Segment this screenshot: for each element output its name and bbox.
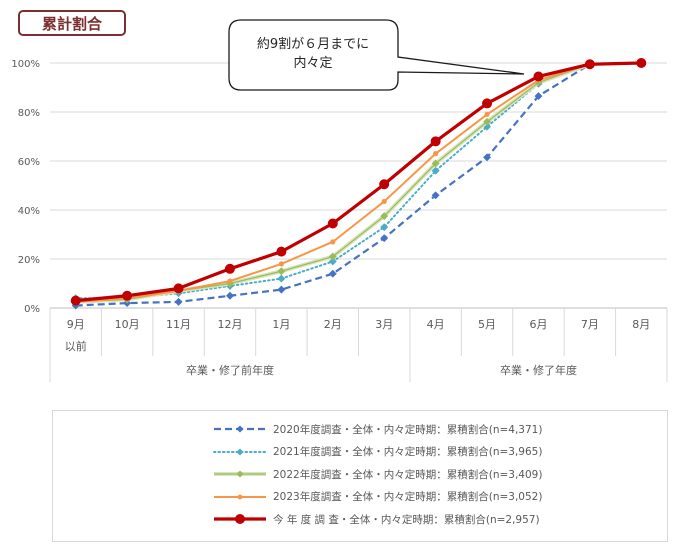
- data-point-marker: [70, 295, 81, 306]
- data-point-marker: [584, 59, 595, 70]
- x-tick-label: 2月: [324, 318, 342, 331]
- y-tick-label: 80%: [18, 108, 40, 119]
- legend-label: 2022年度調査・全体・内々定時期：累積割合(n=3,409): [273, 468, 543, 481]
- x-tick-label: 10月: [115, 318, 140, 331]
- legend-item: 今 年 度 調 査・全体・内々定時期：累積割合(n=2,957): [213, 511, 540, 527]
- data-point-marker: [431, 166, 440, 175]
- y-tick-label: 60%: [18, 157, 40, 168]
- callout-text: 内々定: [293, 55, 332, 71]
- x-tick-label: 9月: [67, 318, 85, 331]
- data-point-marker: [431, 191, 440, 200]
- data-point-marker: [122, 290, 133, 301]
- data-point-marker: [278, 261, 284, 267]
- x-tick-label: 7月: [581, 318, 599, 331]
- x-tick-label: 1月: [272, 318, 290, 331]
- data-point-marker: [328, 269, 337, 278]
- data-point-marker: [328, 252, 337, 261]
- data-point-marker: [224, 263, 235, 274]
- legend-label: 2020年度調査・全体・内々定時期：累積割合(n=4,371): [273, 423, 543, 436]
- data-point-marker: [277, 274, 286, 283]
- legend-swatch-icon: [214, 470, 266, 478]
- data-point-marker: [379, 179, 390, 190]
- data-point-marker: [433, 151, 439, 157]
- y-tick-label: 40%: [18, 206, 40, 217]
- x-tick-label: 4月: [427, 318, 445, 331]
- data-point-marker: [636, 58, 647, 68]
- y-tick-label: 20%: [18, 255, 40, 266]
- legend-label: 2021年度調査・全体・内々定時期：累積割合(n=3,965): [273, 446, 543, 458]
- data-point-marker: [431, 159, 440, 168]
- data-point-marker: [225, 291, 234, 300]
- data-point-marker: [276, 246, 287, 257]
- x-tick-label: 8月: [632, 318, 650, 331]
- y-tick-label: 0%: [24, 304, 40, 315]
- chart-title-badge: 累計割合: [18, 10, 126, 36]
- data-point-marker: [430, 136, 441, 147]
- x-group-label: 卒業・修了前年度: [186, 363, 274, 377]
- legend-label: 今 年 度 調 査・全体・内々定時期：累積割合(n=2,957): [273, 513, 540, 526]
- series-line-2: [75, 62, 591, 304]
- data-point-marker: [277, 285, 286, 294]
- legend-item: 2022年度調査・全体・内々定時期：累積割合(n=3,409): [213, 466, 542, 482]
- data-point-marker: [174, 297, 183, 306]
- data-point-marker: [533, 71, 544, 82]
- data-point-marker: [330, 239, 336, 245]
- chart-legend: 2020年度調査・全体・内々定時期：累積割合(n=4,371) 2021年度調査・…: [52, 410, 668, 542]
- data-point-marker: [484, 111, 490, 118]
- legend-item: 2020年度調査・全体・内々定時期：累積割合(n=4,371): [213, 421, 542, 437]
- series-line-4: [75, 61, 642, 303]
- legend-label: 2023年度調査・全体・内々定時期：累積割合(n=3,052): [273, 491, 543, 503]
- legend-item: 2021年度調査・全体・内々定時期：累積割合(n=3,965): [213, 444, 542, 460]
- data-point-marker: [227, 278, 233, 284]
- data-point-marker: [482, 98, 493, 109]
- legend-swatch-icon: [214, 514, 266, 524]
- x-group-label: 卒業・修了年度: [500, 363, 577, 377]
- callout-text: 約9割が６月までに: [257, 36, 369, 52]
- data-point-marker: [380, 234, 389, 243]
- y-tick-label: 100%: [11, 59, 40, 70]
- x-tick-label: 以前: [65, 339, 87, 353]
- data-point-marker: [277, 267, 286, 276]
- data-point-marker: [483, 153, 492, 162]
- x-tick-label: 6月: [529, 318, 547, 331]
- legend-item: 2023年度調査・全体・内々定時期：累積割合(n=3,052): [213, 489, 542, 505]
- legend-swatch-icon: [213, 447, 267, 456]
- data-point-marker: [173, 283, 184, 294]
- legend-swatch-icon: [214, 425, 266, 433]
- data-point-marker: [327, 218, 338, 229]
- data-point-marker: [328, 257, 337, 266]
- legend-swatch-icon: [214, 494, 266, 499]
- x-tick-label: 3月: [375, 318, 393, 331]
- data-point-marker: [380, 212, 389, 221]
- x-tick-label: 5月: [478, 318, 496, 331]
- x-tick-label: 12月: [217, 318, 242, 331]
- x-tick-label: 11月: [166, 318, 191, 331]
- data-point-marker: [381, 198, 387, 205]
